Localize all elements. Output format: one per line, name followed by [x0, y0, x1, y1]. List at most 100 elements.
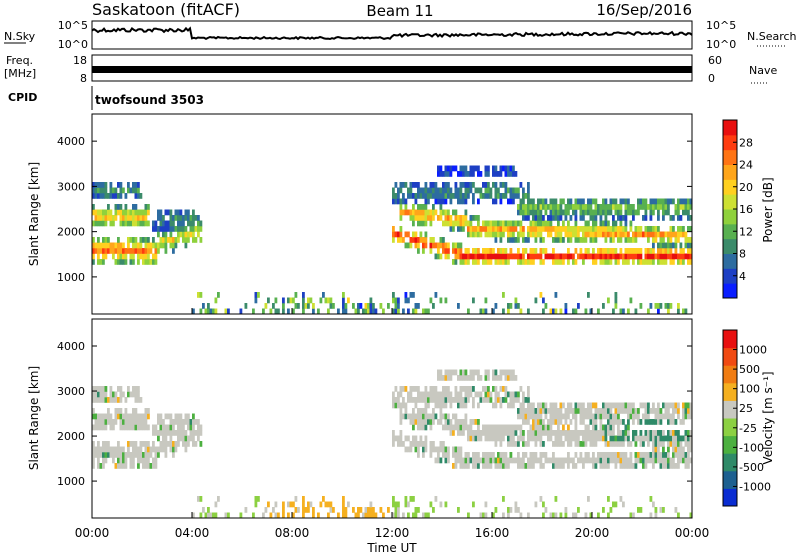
echo-cell: [444, 369, 448, 376]
echo-cell: [454, 413, 458, 420]
echo-cell: [602, 303, 605, 309]
echo-cell: [394, 402, 398, 409]
echo-cell: [114, 193, 118, 199]
echo-cell: [487, 391, 490, 398]
echo-cell: [547, 204, 550, 210]
echo-cell: [574, 452, 578, 458]
echo-cell: [482, 226, 485, 232]
echo-cell: [194, 441, 198, 447]
echo-cell: [464, 165, 468, 172]
echo-cell: [497, 452, 500, 458]
echo-cell: [437, 187, 440, 194]
echo-cell: [414, 242, 418, 249]
echo-cell: [624, 198, 628, 205]
echo-cell: [552, 402, 555, 409]
echo-cell: [462, 198, 465, 205]
echo-cell: [634, 231, 638, 238]
echo-cell: [452, 259, 455, 265]
echo-cell: [617, 253, 620, 260]
echo-cell: [117, 242, 120, 249]
echo-cell: [124, 215, 128, 221]
echo-cell: [507, 253, 510, 260]
echo-cell: [637, 259, 640, 265]
colorbar-swatch: [723, 149, 737, 165]
echo-cell: [532, 435, 535, 442]
echo-cell: [322, 292, 325, 298]
echo-cell: [677, 441, 680, 447]
echo-cell: [539, 226, 543, 232]
echo-cell: [494, 402, 498, 409]
freq-label-line2: [MHz]: [4, 67, 36, 80]
echo-cell: [142, 424, 145, 431]
echo-cell: [282, 507, 285, 513]
echo-cell: [647, 248, 650, 254]
echo-cell: [214, 512, 218, 519]
echo-cell: [499, 231, 503, 238]
echo-cell: [572, 430, 575, 436]
echo-cell: [614, 297, 618, 304]
echo-cell: [164, 441, 168, 447]
echo-cell: [492, 231, 495, 238]
echo-cell: [97, 441, 100, 447]
echo-cell: [617, 413, 620, 420]
echo-cell: [517, 187, 520, 194]
echo-cell: [674, 446, 678, 453]
echo-cell: [632, 215, 635, 221]
echo-cell: [417, 419, 420, 425]
echo-cell: [424, 512, 428, 519]
echo-cell: [244, 507, 248, 513]
echo-cell: [224, 512, 228, 519]
echo-cell: [352, 303, 355, 309]
echo-cell: [152, 226, 155, 232]
echo-cell: [97, 182, 100, 188]
echo-cell: [537, 231, 540, 238]
echo-cell: [122, 253, 125, 260]
echo-cell: [179, 215, 183, 221]
echo-cell: [464, 209, 468, 216]
echo-cell: [684, 308, 688, 315]
echo-cell: [194, 215, 198, 221]
echo-cell: [449, 369, 453, 376]
echo-cell: [422, 413, 425, 420]
echo-cell: [452, 193, 455, 199]
echo-cell: [112, 452, 115, 458]
echo-cell: [667, 248, 670, 254]
echo-cell: [577, 226, 580, 232]
echo-cell: [687, 215, 690, 221]
echo-cell: [97, 220, 100, 227]
echo-cell: [599, 452, 603, 458]
echo-cell: [627, 463, 630, 469]
echo-cell: [624, 220, 628, 227]
echo-cell: [282, 501, 285, 508]
echo-cell: [132, 253, 135, 260]
echo-cell: [164, 435, 168, 442]
echo-cell: [629, 204, 633, 210]
echo-cell: [674, 402, 678, 409]
echo-cell: [514, 507, 518, 513]
echo-cell: [407, 242, 410, 249]
echo-cell: [567, 237, 570, 243]
echo-cell: [467, 226, 470, 232]
echo-cell: [589, 231, 593, 238]
echo-cell: [637, 198, 640, 205]
echo-cell: [512, 430, 515, 436]
echo-cell: [654, 441, 658, 447]
echo-cell: [574, 259, 578, 265]
echo-cell: [487, 248, 490, 254]
echo-cell: [527, 402, 530, 409]
echo-cell: [492, 198, 495, 205]
echo-cell: [107, 413, 110, 420]
echo-cell: [189, 430, 193, 436]
echo-cell: [637, 253, 640, 260]
echo-cell: [444, 375, 448, 381]
echo-cell: [617, 419, 620, 425]
echo-cell: [522, 391, 525, 398]
echo-cell: [177, 430, 180, 436]
echo-cell: [602, 457, 605, 464]
echo-cell: [539, 452, 543, 458]
echo-cell: [467, 512, 470, 519]
echo-cell: [659, 259, 663, 265]
echo-cell: [459, 226, 463, 232]
echo-cell: [457, 171, 460, 177]
echo-cell: [607, 226, 610, 232]
